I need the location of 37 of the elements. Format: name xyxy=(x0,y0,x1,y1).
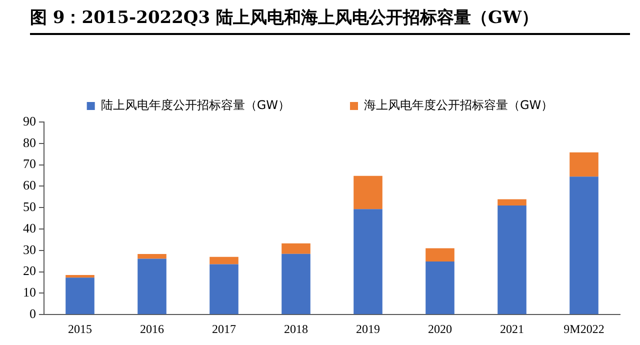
y-tick-label: 0 xyxy=(30,306,36,322)
bar xyxy=(66,278,94,314)
bar xyxy=(498,199,526,206)
bar xyxy=(354,176,382,210)
bar xyxy=(282,254,310,314)
bar xyxy=(570,152,598,177)
y-tick-label: 20 xyxy=(23,263,36,278)
x-tick-label: 2016 xyxy=(140,322,164,336)
bar xyxy=(570,176,598,314)
x-tick-label: 2015 xyxy=(68,322,92,336)
bar xyxy=(354,209,382,314)
y-tick-label: 80 xyxy=(23,134,36,150)
x-tick-label: 2018 xyxy=(284,322,308,336)
bar xyxy=(138,254,166,259)
x-tick-label: 9M2022 xyxy=(564,322,604,336)
bar xyxy=(210,264,238,314)
y-tick-label: 50 xyxy=(23,199,36,214)
y-tick-label: 90 xyxy=(23,113,36,128)
y-tick-label: 10 xyxy=(23,284,36,300)
bar xyxy=(282,243,310,254)
legend-label: 陆上风电年度公开招标容量（GW） xyxy=(100,98,290,112)
legend-label: 海上风电年度公开招标容量（GW） xyxy=(364,98,554,112)
chart-title: 图 9：2015-2022Q3 陆上风电和海上风电公开招标容量（GW） xyxy=(30,6,630,35)
y-tick-label: 60 xyxy=(23,178,36,193)
bar xyxy=(210,256,238,264)
x-tick-label: 2021 xyxy=(500,322,524,336)
bar xyxy=(66,275,94,278)
bar xyxy=(498,205,526,314)
x-tick-label: 2020 xyxy=(428,322,452,336)
x-tick-label: 2019 xyxy=(356,322,380,336)
x-tick-label: 2017 xyxy=(212,322,236,336)
y-tick-label: 40 xyxy=(23,220,36,236)
y-tick-label: 70 xyxy=(23,156,36,172)
bar xyxy=(426,262,454,314)
y-tick-label: 30 xyxy=(23,242,36,257)
bar xyxy=(426,248,454,262)
bar xyxy=(138,258,166,314)
